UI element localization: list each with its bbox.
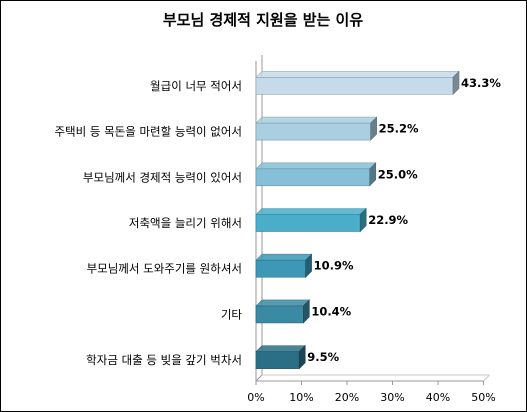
bar	[255, 77, 454, 95]
value-label: 22.9%	[368, 213, 408, 227]
bar	[255, 168, 371, 187]
bar-top-face	[255, 208, 367, 215]
bar	[255, 351, 300, 369]
floor-right-edge	[483, 374, 490, 382]
category-label: 부모님께서 도와주기를 원하셔서	[87, 262, 242, 276]
category-label: 월급이 너무 적어서	[150, 79, 242, 93]
bar-top-face	[255, 299, 311, 307]
bar-top-face	[255, 116, 378, 124]
value-label: 25.0%	[378, 167, 418, 181]
bar-side-face	[359, 207, 367, 233]
bar-top-face	[255, 71, 460, 78]
value-label: 43.3%	[461, 76, 501, 90]
category-label: 부모님께서 경제적 능력이 있어서	[83, 170, 242, 184]
x-tick-label: 50%	[471, 391, 495, 404]
category-label: 기타	[221, 307, 243, 321]
value-label: 10.9%	[314, 259, 354, 273]
bar-top-face	[255, 345, 306, 352]
x-tick-label: 30%	[380, 391, 404, 404]
bar-side-face	[369, 162, 377, 187]
x-tick-label: 40%	[426, 391, 450, 404]
x-tick-label: 0%	[247, 391, 264, 404]
category-label: 저축액을 늘리기 위해서	[129, 216, 242, 230]
value-label: 9.5%	[307, 350, 339, 364]
category-label: 주택비 등 목돈을 마련할 능력이 없어서	[54, 125, 242, 139]
bar-side-face	[298, 344, 306, 370]
bar-top-face	[255, 253, 313, 261]
bar	[255, 305, 304, 324]
category-label: 학자금 대출 등 빚을 갚기 벅차서	[86, 353, 242, 367]
bar	[255, 122, 371, 141]
bar-side-face	[370, 116, 377, 141]
value-label: 10.4%	[311, 304, 351, 318]
bar	[255, 259, 306, 278]
bar-side-face	[305, 253, 312, 278]
x-tick-label: 10%	[289, 391, 313, 404]
bar-side-face	[452, 70, 460, 96]
x-tick-label: 20%	[335, 391, 359, 404]
value-label: 25.2%	[379, 122, 419, 136]
chart-title: 부모님 경제적 지원을 받는 이유	[163, 11, 363, 29]
bar	[255, 214, 361, 232]
bar-side-face	[303, 299, 310, 324]
bar-top-face	[255, 162, 377, 170]
